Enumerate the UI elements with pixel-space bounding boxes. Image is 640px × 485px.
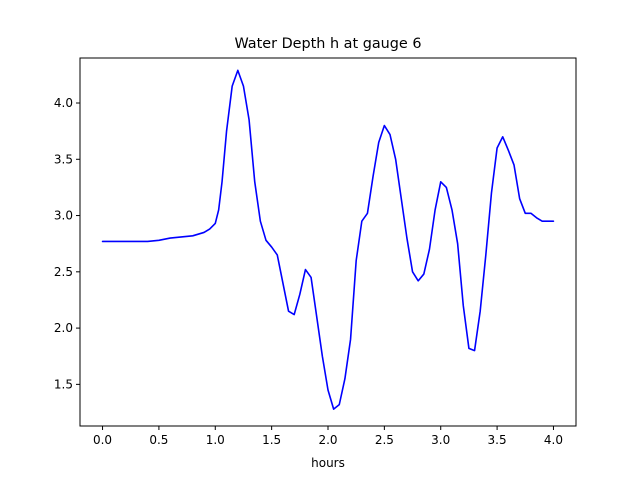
x-tick-label: 2.5 <box>375 433 394 447</box>
plot-area <box>79 57 577 427</box>
series-line-0 <box>101 69 555 410</box>
chart-title: Water Depth h at gauge 6 <box>234 36 421 52</box>
x-tick-label: 0.5 <box>149 433 168 447</box>
y-tick-label: 3.0 <box>54 209 73 223</box>
y-tick-label: 3.5 <box>54 152 73 166</box>
x-tick-label: 3.0 <box>431 433 450 447</box>
x-tick-label: 1.5 <box>262 433 281 447</box>
x-tick-label: 3.5 <box>488 433 507 447</box>
y-axis-ticks: 1.5 2.0 2.5 3.0 3.5 4.0 <box>54 96 80 391</box>
y-tick-label: 2.5 <box>54 265 73 279</box>
y-tick-label: 2.0 <box>54 321 73 335</box>
y-tick-label: 4.0 <box>54 96 73 110</box>
x-tick-label: 1.0 <box>206 433 225 447</box>
plot-frame <box>79 57 577 427</box>
y-tick-label: 1.5 <box>54 377 73 391</box>
x-tick-label: 0.0 <box>93 433 112 447</box>
x-tick-label: 4.0 <box>544 433 563 447</box>
x-tick-label: 2.0 <box>318 433 337 447</box>
x-axis-label: hours <box>311 456 345 470</box>
x-axis-ticks: 0.0 0.5 1.0 1.5 2.0 2.5 3.0 3.5 4.0 <box>93 426 563 447</box>
